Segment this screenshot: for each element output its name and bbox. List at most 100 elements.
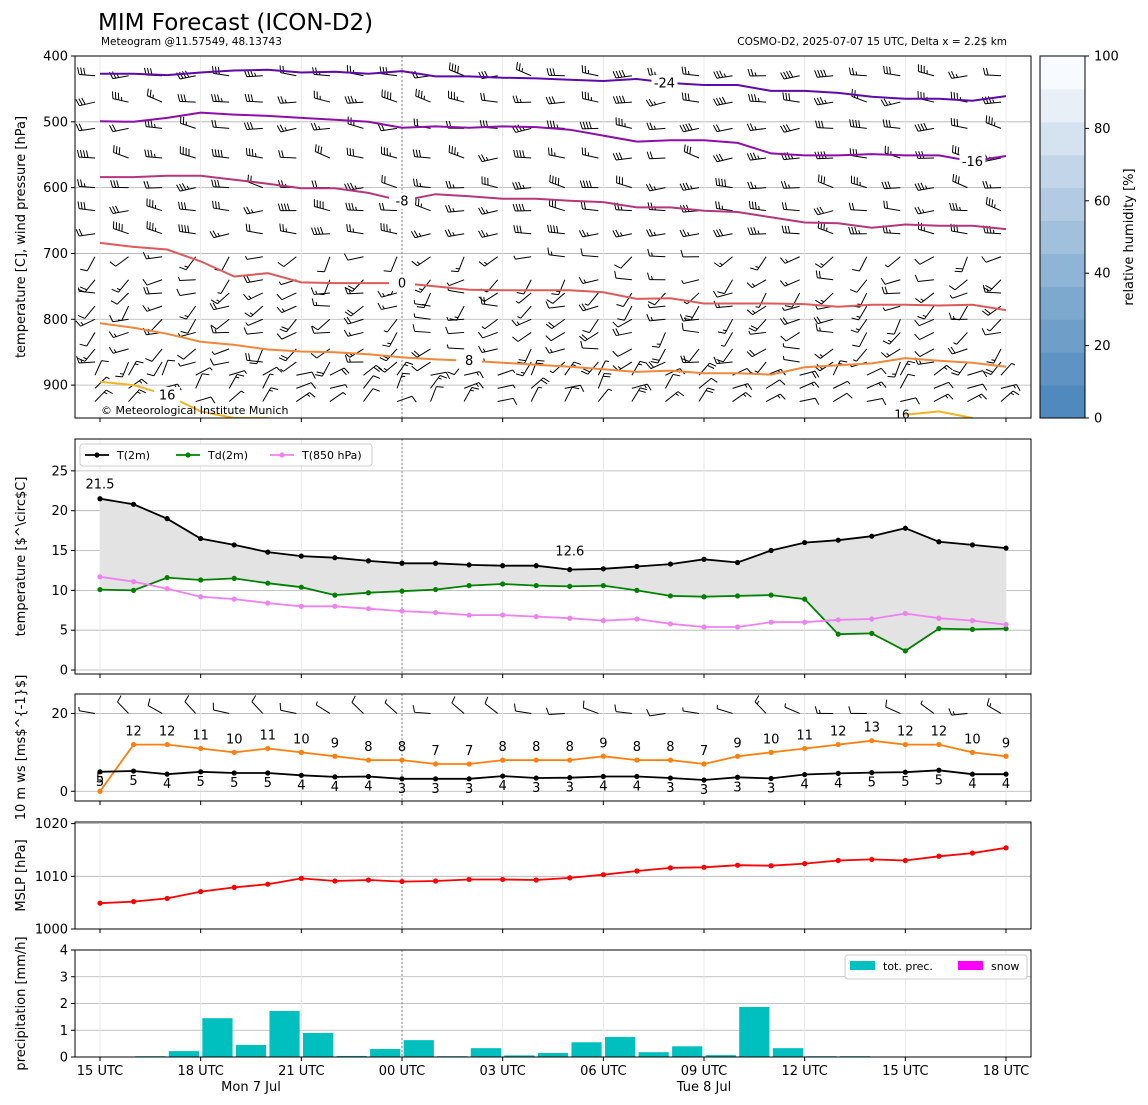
wind-barb	[378, 361, 398, 373]
wind-barb-feather	[546, 120, 550, 128]
precip-ylabel: precipitation [mm/h]	[14, 936, 29, 1070]
wind-barb-feather	[513, 225, 516, 233]
wind-barb	[343, 316, 364, 325]
wind-barb-feather	[276, 293, 283, 301]
wind-barb-feather	[815, 323, 818, 331]
wind-barb-shaft	[683, 710, 700, 714]
wind-barb-feather	[749, 123, 754, 131]
wind-barb-feather	[515, 373, 524, 377]
wind-barb	[746, 348, 767, 358]
wind-barb-feather	[511, 319, 517, 327]
wind-barb	[852, 332, 868, 348]
wind-barb-shaft	[783, 346, 800, 350]
wind-barb-feather	[716, 358, 724, 363]
wind-value-label: 5	[901, 775, 909, 790]
wind-barb-feather	[780, 125, 785, 133]
upper-air-ytick-label: 900	[43, 379, 68, 394]
wind-barb-feather	[448, 180, 452, 189]
wind-barb	[647, 272, 666, 281]
wind-barb-feather	[572, 364, 576, 367]
wind-point	[265, 770, 271, 776]
wind-barb	[551, 279, 566, 296]
wind-point	[198, 769, 204, 775]
wind-barb	[681, 92, 700, 103]
wind-barb-feather	[484, 696, 489, 704]
wind-barb-feather	[139, 389, 147, 394]
wind-barb-feather	[381, 202, 385, 211]
wind-barb-feather	[580, 340, 583, 349]
wind-ytick-label: 20	[51, 707, 68, 722]
wind-barb-feather	[919, 360, 922, 365]
wind-barb-shaft	[179, 208, 196, 212]
wind-barb-feather	[855, 71, 858, 76]
wind-barb-feather	[887, 375, 895, 378]
wind-barb-feather	[746, 282, 753, 289]
wind-barb-feather	[579, 335, 586, 342]
wind-barb	[413, 313, 431, 320]
wind-barb-feather	[77, 201, 80, 209]
wind-barb-feather	[134, 363, 139, 366]
wind-barb-shaft	[246, 331, 263, 335]
wind-point	[97, 769, 103, 775]
wind-barb-shaft	[985, 331, 1002, 336]
wind-barb-shaft	[385, 348, 398, 362]
surface-wind-barb	[212, 702, 230, 714]
wind-barb-shaft	[179, 231, 196, 235]
isotherm-label-bg	[389, 192, 415, 209]
wind-barb	[411, 361, 431, 372]
wind-barb-feather	[917, 183, 922, 191]
wind-barb-feather	[313, 122, 318, 130]
wind-barb-feather	[180, 331, 188, 334]
wind-barb-feather	[683, 301, 688, 305]
wind-barb	[545, 301, 565, 309]
wind-barb-shaft	[582, 255, 599, 258]
wind-barb-shaft	[582, 347, 599, 350]
wind-barb	[142, 251, 163, 260]
temperature-ytick-label: 25	[51, 464, 68, 479]
wind-barb	[981, 305, 1002, 316]
wind-barb-feather	[851, 202, 855, 211]
wind-barb	[446, 344, 465, 350]
wind-barb-shaft	[84, 279, 96, 293]
series-point	[567, 615, 573, 621]
wind-barb-feather	[245, 147, 248, 156]
wind-barb-feather	[779, 280, 786, 287]
wind-value-label: 8	[499, 740, 507, 755]
wind-barb-feather	[519, 150, 522, 158]
wind-barb-feather	[955, 73, 959, 78]
wind-barb-feather	[519, 225, 522, 233]
wind-barb-feather	[450, 270, 459, 273]
wind-barb-shaft	[784, 305, 800, 311]
wind-barb-feather	[679, 314, 684, 322]
wind-barb-feather	[679, 125, 684, 132]
wind-barb	[128, 360, 144, 376]
wind-value-label: 5	[230, 776, 238, 791]
wind-barb-feather	[882, 340, 890, 345]
wind-barb	[748, 330, 767, 335]
wind-barb-shaft	[986, 704, 1002, 714]
wind-barb	[631, 360, 648, 376]
wind-frame	[74, 693, 1032, 802]
wind-barb	[444, 229, 465, 238]
wind-barb	[612, 69, 632, 79]
wind-barb-shaft	[886, 348, 901, 358]
wind-barb	[311, 180, 330, 189]
wind-barb-feather	[311, 227, 315, 235]
wind-barb-shaft	[549, 181, 565, 189]
wind-barb-feather	[847, 380, 851, 385]
wind-barb-shaft	[724, 332, 733, 347]
wind-barb-shaft	[281, 331, 297, 340]
wind-barb-feather	[785, 124, 791, 132]
wind-barb-feather	[75, 123, 80, 131]
wind-barb-feather	[716, 70, 721, 78]
wind-barb-feather	[744, 384, 748, 388]
wind-barb-feather	[887, 339, 892, 343]
wind-barb-feather	[816, 207, 822, 215]
wind-barb-feather	[344, 311, 352, 317]
wind-barb-feather	[279, 702, 282, 711]
wind-barb	[177, 94, 196, 103]
wind-barb-shaft	[262, 373, 271, 389]
wind-barb	[882, 305, 901, 312]
wind-barb-feather	[920, 182, 925, 190]
wind-barb	[614, 270, 632, 281]
